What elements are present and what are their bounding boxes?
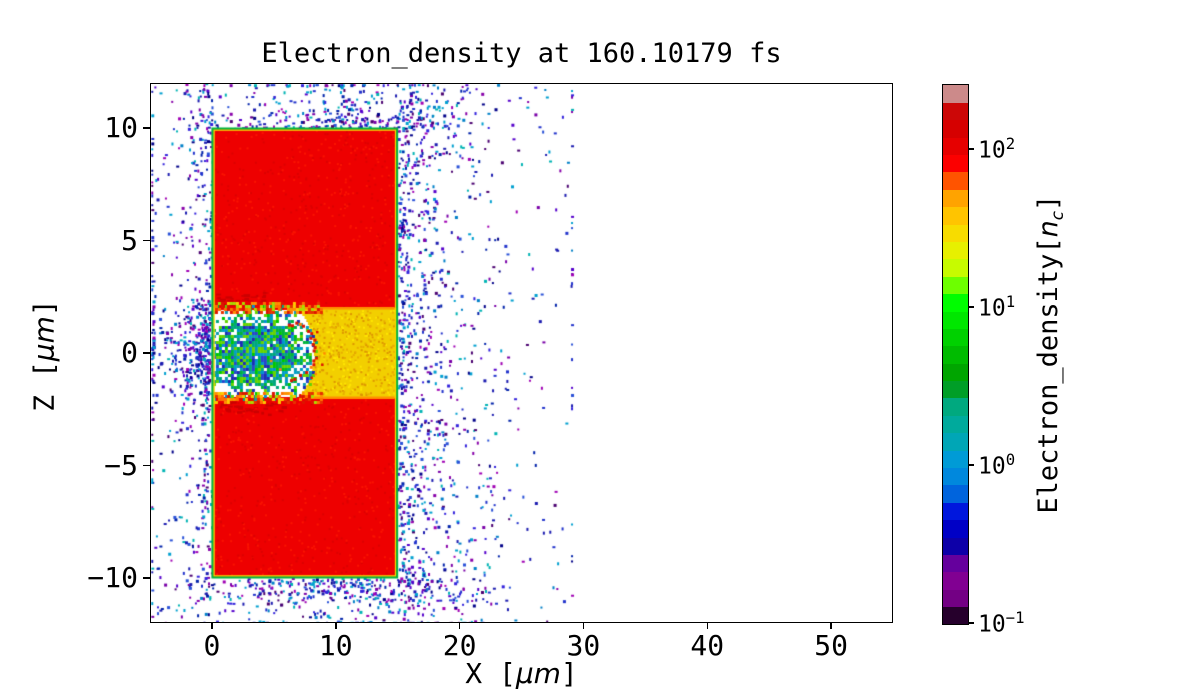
colorbar-band [943,502,968,521]
y-tick-label: −5 [104,448,138,482]
x-axis-label-suffix: ] [560,657,578,690]
colorbar-band [943,311,968,329]
x-tick-mark [458,623,461,629]
colorbar-tick-mark [968,148,974,150]
y-tick-mark [143,352,150,354]
colorbar-band [943,276,968,295]
colorbar-tick-label: 102 [978,133,1016,164]
colorbar-tick-label: 10−1 [978,608,1025,638]
colorbar-label-suffix: ] [1032,194,1064,211]
heatmap-canvas [150,83,893,623]
x-tick-mark [211,623,213,629]
y-tick-label: 10 [104,111,138,144]
colorbar-band [943,450,968,468]
colorbar-band [943,571,968,590]
x-axis-label-prefix: X [ [465,657,516,690]
colorbar-band [943,154,968,173]
plot-title: Electron_density at 160.10179 fs [261,38,782,69]
colorbar [942,84,969,625]
y-axis-label-suffix: ] [27,299,61,317]
y-tick-mark [143,577,150,579]
colorbar-band [943,293,968,312]
x-tick-label: 40 [690,629,725,662]
x-tick-label: 20 [442,629,477,662]
colorbar-tick-label: 101 [978,291,1016,322]
colorbar-band [943,363,968,382]
x-tick-mark [830,623,832,629]
colorbar-band [943,537,968,555]
colorbar-band [943,345,968,364]
colorbar-band [943,484,968,503]
x-tick-label: 10 [318,629,353,662]
y-tick-label: −10 [87,561,138,594]
colorbar-band [943,380,968,399]
colorbar-band [943,137,968,156]
colorbar-band [943,467,968,486]
colorbar-band [943,397,968,416]
x-axis-label: X [μm] [150,657,893,690]
colorbar-band [943,224,968,242]
colorbar-label-prefix: Electron_density[ [1032,237,1064,514]
colorbar-band [943,258,968,277]
colorbar-band [943,415,968,434]
colorbar-band [943,189,968,208]
x-tick-mark [706,623,709,629]
y-tick-mark [143,239,150,242]
colorbar-band [943,328,968,347]
y-tick-mark [143,127,150,129]
y-tick-label: 5 [121,223,138,257]
colorbar-tick-mark [968,464,974,466]
colorbar-band [943,241,968,260]
x-tick-mark [582,623,585,629]
x-tick-label: 30 [566,629,601,662]
colorbar-band [943,432,968,451]
colorbar-label-symbol: n [1032,220,1064,238]
colorbar-band [943,171,968,190]
y-tick-label: 0 [121,336,138,369]
x-tick-label: 50 [814,629,848,662]
colorbar-band [943,85,968,103]
colorbar-tick-mark [968,622,974,624]
colorbar-band [943,606,968,625]
colorbar-tick-mark [968,306,974,308]
x-axis-label-units: μm [515,657,561,690]
colorbar-band [943,206,968,225]
colorbar-band [943,119,968,138]
x-tick-label: 0 [203,629,221,662]
colorbar-band [943,519,968,538]
x-tick-mark [335,623,337,629]
colorbar-label-subscript: c [1047,210,1068,221]
colorbar-band [943,589,968,608]
colorbar-band [943,102,968,121]
colorbar-tick-label: 100 [978,449,1016,480]
colorbar-band [943,554,968,573]
colorbar-label: Electron_density[nc] [1033,142,1067,566]
y-tick-mark [143,464,150,467]
